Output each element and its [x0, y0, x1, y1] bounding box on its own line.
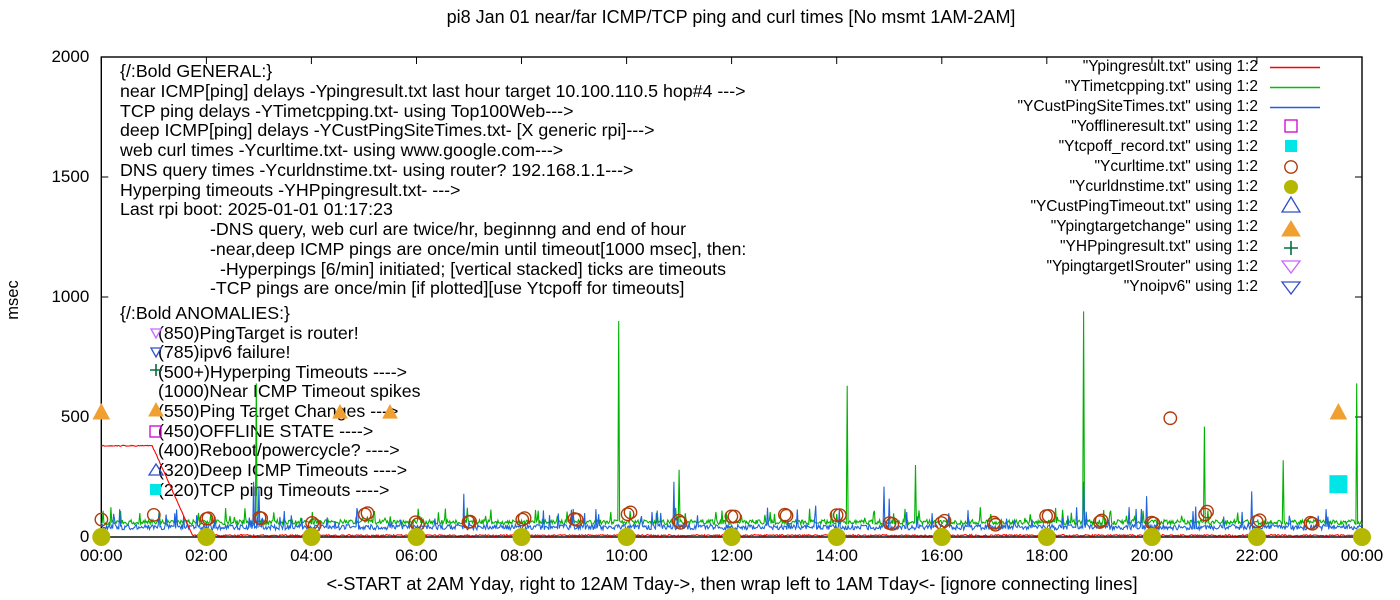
svg-text:16:00: 16:00	[921, 546, 964, 565]
svg-text:00:00: 00:00	[80, 546, 123, 565]
svg-text:18:00: 18:00	[1026, 546, 1069, 565]
svg-text:14:00: 14:00	[815, 546, 858, 565]
svg-text:<-START at 2AM Yday, right to: <-START at 2AM Yday, right to 12AM Tday-…	[326, 573, 1137, 594]
svg-text:(400)Reboot/powercycle? ---->: (400)Reboot/powercycle? ---->	[158, 440, 400, 460]
svg-text:"Ynoipv6" using 1:2: "Ynoipv6" using 1:2	[1124, 278, 1258, 295]
svg-text:(1000)Near ICMP Timeout spikes: (1000)Near ICMP Timeout spikes	[158, 381, 421, 401]
svg-text:1000: 1000	[51, 287, 89, 306]
svg-text:0: 0	[80, 527, 89, 546]
svg-text:TCP ping delays -YTimetcpping.: TCP ping delays -YTimetcpping.txt- using…	[120, 101, 573, 121]
svg-text:"YTimetcpping.txt" using 1:2: "YTimetcpping.txt" using 1:2	[1065, 78, 1258, 95]
svg-text:"Ycurldnstime.txt" using 1:2: "Ycurldnstime.txt" using 1:2	[1070, 178, 1258, 195]
svg-text:DNS query times -Ycurldnstime.: DNS query times -Ycurldnstime.txt- using…	[120, 160, 633, 180]
svg-text:1500: 1500	[51, 167, 89, 186]
svg-text:"YHPpingresult.txt" using 1:2: "YHPpingresult.txt" using 1:2	[1060, 238, 1258, 255]
svg-text:06:00: 06:00	[395, 546, 438, 565]
svg-text:(500+)Hyperping Timeouts ---->: (500+)Hyperping Timeouts ---->	[158, 362, 407, 382]
svg-text:12:00: 12:00	[710, 546, 753, 565]
svg-text:-TCP pings are once/min [if pl: -TCP pings are once/min [if plotted][use…	[210, 278, 684, 298]
svg-text:02:00: 02:00	[185, 546, 228, 565]
svg-text:"Ypingtargetchange" using 1:2: "Ypingtargetchange" using 1:2	[1051, 218, 1258, 235]
svg-text:04:00: 04:00	[290, 546, 333, 565]
svg-text:"Ytcpoff_record.txt" using 1:2: "Ytcpoff_record.txt" using 1:2	[1059, 138, 1258, 155]
svg-text:"Ypingresult.txt" using 1:2: "Ypingresult.txt" using 1:2	[1083, 58, 1258, 75]
svg-text:(320)Deep ICMP Timeouts ---->: (320)Deep ICMP Timeouts ---->	[158, 460, 407, 480]
svg-text:-near,deep ICMP pings are once: -near,deep ICMP pings are once/min until…	[210, 239, 746, 259]
svg-text:web curl times -Ycurltime.txt-: web curl times -Ycurltime.txt- using www…	[119, 140, 563, 160]
svg-text:"YCustPingTimeout.txt" using 1: "YCustPingTimeout.txt" using 1:2	[1030, 198, 1258, 215]
svg-text:500: 500	[61, 407, 89, 426]
svg-text:"Ycurltime.txt" using 1:2: "Ycurltime.txt" using 1:2	[1095, 158, 1258, 175]
svg-text:{/:Bold GENERAL:}: {/:Bold GENERAL:}	[120, 61, 272, 81]
svg-text:00:00: 00:00	[1341, 546, 1384, 565]
svg-text:{/:Bold ANOMALIES:}: {/:Bold ANOMALIES:}	[120, 303, 290, 323]
svg-text:(220)TCP ping Timeouts ---->: (220)TCP ping Timeouts ---->	[158, 480, 389, 500]
svg-text:22:00: 22:00	[1236, 546, 1279, 565]
svg-text:(450)OFFLINE STATE ---->: (450)OFFLINE STATE ---->	[158, 421, 373, 441]
svg-text:"YpingtargetISrouter" using 1:: "YpingtargetISrouter" using 1:2	[1047, 258, 1258, 275]
svg-text:2000: 2000	[51, 47, 89, 66]
svg-text:(785)ipv6 failure!: (785)ipv6 failure!	[158, 342, 290, 362]
svg-text:"Yofflineresult.txt" using 1:2: "Yofflineresult.txt" using 1:2	[1071, 118, 1258, 135]
svg-text:(850)PingTarget is router!: (850)PingTarget is router!	[158, 323, 359, 343]
svg-text:20:00: 20:00	[1131, 546, 1174, 565]
svg-text:-DNS query, web curl are twice: -DNS query, web curl are twice/hr, begin…	[210, 219, 686, 239]
svg-text:Last rpi boot: 2025-01-01 01:1: Last rpi boot: 2025-01-01 01:17:23	[120, 199, 393, 219]
svg-text:deep ICMP[ping] delays -YCustP: deep ICMP[ping] delays -YCustPingSiteTim…	[120, 120, 654, 140]
svg-text:08:00: 08:00	[500, 546, 543, 565]
svg-text:"YCustPingSiteTimes.txt" using: "YCustPingSiteTimes.txt" using 1:2	[1018, 98, 1258, 115]
svg-text:(550)Ping Target Changes --->: (550)Ping Target Changes --->	[158, 401, 398, 421]
svg-text:Hyperping timeouts -YHPpingres: Hyperping timeouts -YHPpingresult.txt- -…	[120, 180, 460, 200]
svg-text:msec: msec	[4, 280, 22, 319]
svg-text:pi8 Jan 01 near/far ICMP/TCP: pi8 Jan 01 near/far ICMP/TCP ping and cu…	[447, 7, 1016, 27]
svg-text:near ICMP[ping] delays -Ypingr: near ICMP[ping] delays -Ypingresult.txt …	[120, 81, 746, 101]
svg-text:10:00: 10:00	[605, 546, 648, 565]
svg-text:-Hyperpings [6/min] initiated;: -Hyperpings [6/min] initiated; [vertical…	[220, 259, 726, 279]
